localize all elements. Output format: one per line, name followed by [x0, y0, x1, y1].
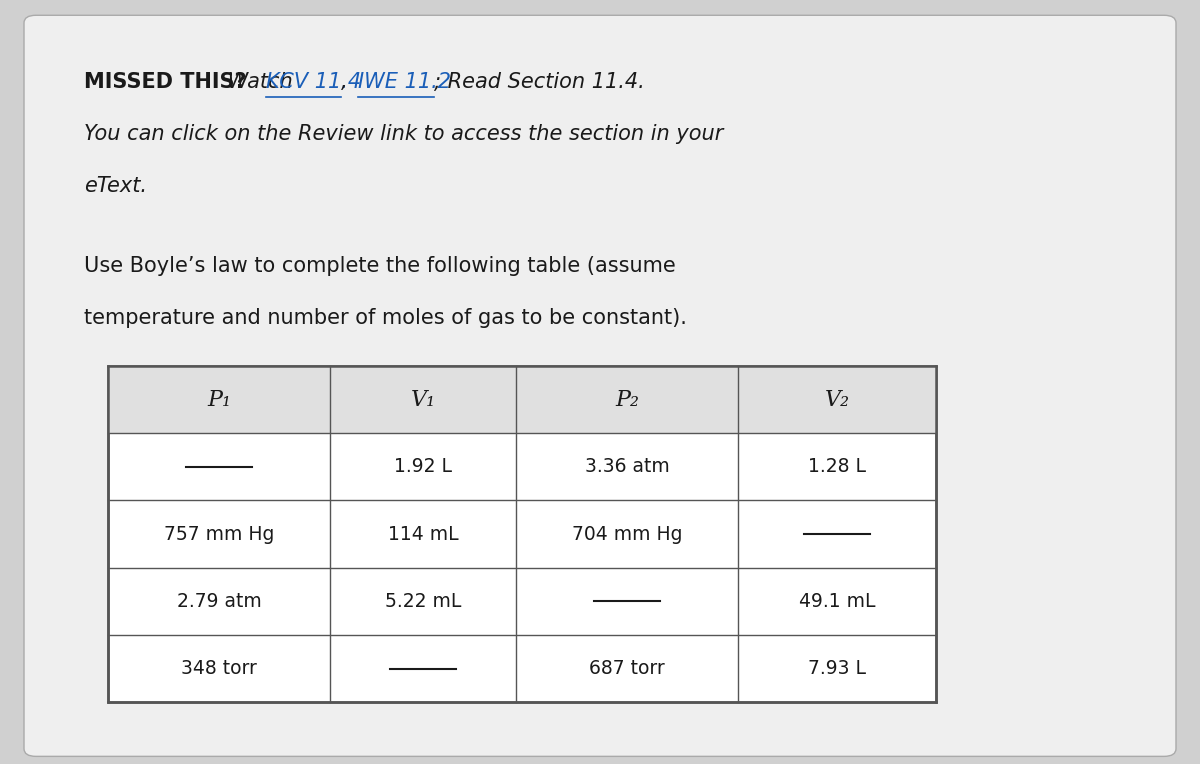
Text: P₁: P₁	[208, 389, 230, 410]
Text: 114 mL: 114 mL	[388, 525, 458, 543]
Text: 7.93 L: 7.93 L	[808, 659, 866, 678]
Text: KCV 11.4: KCV 11.4	[266, 72, 361, 92]
Text: You can click on the Review link to access the section in your: You can click on the Review link to acce…	[84, 124, 724, 144]
Text: V₁: V₁	[410, 389, 436, 410]
Text: 5.22 mL: 5.22 mL	[385, 592, 461, 610]
Text: 687 torr: 687 torr	[589, 659, 665, 678]
Text: P₂: P₂	[616, 389, 638, 410]
Text: temperature and number of moles of gas to be constant).: temperature and number of moles of gas t…	[84, 308, 686, 328]
Text: IWE 11.2: IWE 11.2	[358, 72, 451, 92]
Text: 757 mm Hg: 757 mm Hg	[164, 525, 274, 543]
Text: 1.28 L: 1.28 L	[808, 458, 866, 476]
Text: Watch: Watch	[221, 72, 299, 92]
Text: 49.1 mL: 49.1 mL	[799, 592, 875, 610]
Text: 704 mm Hg: 704 mm Hg	[571, 525, 683, 543]
Text: ,: ,	[341, 72, 354, 92]
Text: eText.: eText.	[84, 176, 148, 196]
Text: MISSED THIS?: MISSED THIS?	[84, 72, 246, 92]
Text: Use Boyle’s law to complete the following table (assume: Use Boyle’s law to complete the followin…	[84, 256, 676, 276]
Text: ; Read Section 11.4.: ; Read Section 11.4.	[434, 72, 646, 92]
Text: 348 torr: 348 torr	[181, 659, 257, 678]
Text: 2.79 atm: 2.79 atm	[176, 592, 262, 610]
Text: 3.36 atm: 3.36 atm	[584, 458, 670, 476]
Text: V₂: V₂	[824, 389, 850, 410]
Text: 1.92 L: 1.92 L	[394, 458, 452, 476]
